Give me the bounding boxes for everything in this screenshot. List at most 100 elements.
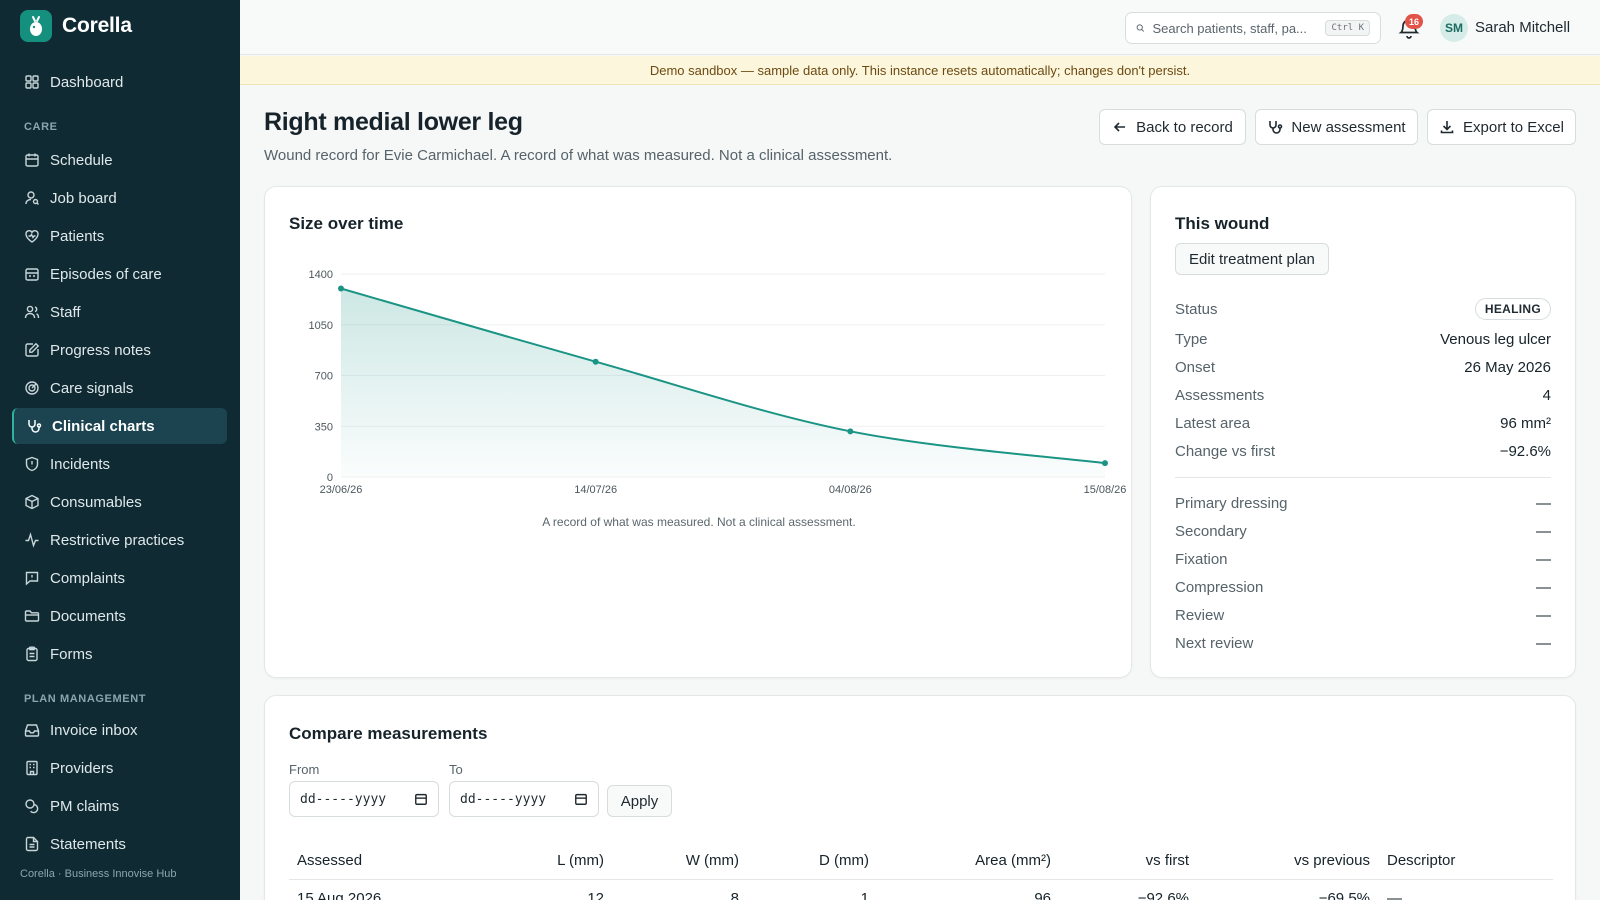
- detail-label: Compression: [1175, 578, 1264, 596]
- size-over-time-title: Size over time: [289, 214, 404, 233]
- sidebar-item-forms[interactable]: Forms: [12, 636, 227, 672]
- sidebar-item-job-board[interactable]: Job board: [12, 180, 227, 216]
- this-wound-card: This wound Edit treatment plan Status HE…: [1150, 186, 1576, 678]
- column-header-assessed[interactable]: Assessed: [297, 852, 363, 869]
- detail-value: Venous leg ulcer: [1440, 330, 1551, 348]
- sidebar-item-label: Schedule: [50, 151, 113, 169]
- sidebar-item-providers[interactable]: Providers: [12, 750, 227, 786]
- column-header-vs-first[interactable]: vs first: [1145, 852, 1189, 869]
- stethoscope-icon: [1269, 121, 1283, 134]
- detail-label: Next review: [1175, 634, 1254, 652]
- y-tick-label: 1400: [309, 269, 333, 281]
- detail-assessments: Assessments 4: [1175, 385, 1551, 405]
- sidebar-item-patients[interactable]: Patients: [12, 218, 227, 254]
- detail-value: —: [1536, 522, 1551, 540]
- sidebar-item-episodes-of-care[interactable]: Episodes of care: [12, 256, 227, 292]
- cell-vs-first: −92.6%: [1137, 890, 1189, 900]
- column-header-length[interactable]: L (mm): [557, 852, 604, 869]
- data-point[interactable]: [338, 285, 344, 292]
- page-subtitle: Wound record for Evie Carmichael. A reco…: [264, 147, 893, 164]
- sidebar-item-pm-claims[interactable]: PM claims: [12, 788, 227, 824]
- sidebar-item-label: Episodes of care: [50, 265, 162, 283]
- detail-label: Latest area: [1175, 414, 1251, 432]
- detail-value: —: [1536, 494, 1551, 512]
- sidebar-item-restrictive-practices[interactable]: Restrictive practices: [12, 522, 227, 558]
- sidebar-item-statements[interactable]: Statements: [12, 826, 227, 862]
- from-label: From: [289, 762, 320, 777]
- from-date-placeholder: dd-----yyyy: [300, 791, 387, 807]
- new-assessment-button[interactable]: New assessment: [1255, 109, 1418, 145]
- detail-label: Review: [1175, 606, 1225, 624]
- activity-icon: [25, 532, 39, 548]
- chart-caption: A record of what was measured. Not a cli…: [542, 515, 856, 529]
- inbox-icon: [24, 724, 40, 737]
- detail-value: —: [1536, 606, 1551, 624]
- sidebar-item-complaints[interactable]: Complaints: [12, 560, 227, 596]
- search-box[interactable]: Ctrl K: [1125, 12, 1381, 44]
- column-header-depth[interactable]: D (mm): [819, 852, 869, 869]
- size-area: [341, 288, 1105, 477]
- sidebar-item-clinical-charts[interactable]: Clinical charts: [12, 408, 227, 444]
- search-input[interactable]: [1152, 20, 1318, 36]
- sidebar-item-care-signals[interactable]: Care signals: [12, 370, 227, 406]
- x-tick-label: 15/08/26: [1084, 484, 1127, 496]
- detail-value: 96 mm²: [1500, 414, 1551, 432]
- detail-status: Status HEALING: [1175, 298, 1551, 320]
- data-point[interactable]: [1102, 460, 1108, 467]
- cell-descriptor: —: [1387, 890, 1402, 900]
- column-header-descriptor[interactable]: Descriptor: [1387, 852, 1456, 869]
- sidebar-item-staff[interactable]: Staff: [12, 294, 227, 330]
- users-icon: [24, 305, 40, 319]
- treatment-review: Review —: [1175, 605, 1551, 625]
- divider: [1175, 477, 1551, 478]
- column-header-width[interactable]: W (mm): [685, 852, 739, 869]
- heart-icon: [25, 230, 39, 243]
- to-date-placeholder: dd-----yyyy: [460, 791, 547, 807]
- brand[interactable]: Corella: [20, 10, 132, 42]
- nav-section-care: CARE: [24, 121, 58, 133]
- export-to-excel-button[interactable]: Export to Excel: [1427, 109, 1576, 145]
- detail-label: Change vs first: [1175, 442, 1276, 460]
- cell-assessed: 15 Aug 2026: [297, 890, 382, 900]
- x-tick-label: 04/08/26: [829, 484, 872, 496]
- sidebar-item-label: Providers: [50, 759, 114, 777]
- sidebar-item-invoice-inbox[interactable]: Invoice inbox: [12, 712, 227, 748]
- treatment-next-review: Next review —: [1175, 633, 1551, 653]
- cell-area: 96: [1034, 890, 1051, 900]
- search-shortcut: Ctrl K: [1325, 20, 1370, 36]
- avatar[interactable]: SM: [1440, 14, 1468, 42]
- corella-logo-icon: [20, 10, 52, 42]
- detail-label: Fixation: [1175, 550, 1228, 568]
- sidebar-item-label: Clinical charts: [52, 417, 155, 435]
- detail-change-vs-first: Change vs first −92.6%: [1175, 441, 1551, 461]
- shield-alert-icon: [25, 456, 39, 472]
- from-date-input[interactable]: dd-----yyyy: [289, 781, 439, 817]
- treatment-fixation: Fixation —: [1175, 549, 1551, 569]
- sidebar-item-dashboard[interactable]: Dashboard: [12, 64, 227, 100]
- calendar-icon: [575, 793, 587, 805]
- data-point[interactable]: [592, 358, 599, 365]
- message-alert-icon: [25, 571, 39, 586]
- column-header-vs-previous[interactable]: vs previous: [1294, 852, 1370, 869]
- user-name[interactable]: Sarah Mitchell: [1475, 19, 1571, 36]
- detail-value: −92.6%: [1499, 442, 1551, 460]
- sidebar-item-label: Care signals: [50, 379, 134, 397]
- apply-button[interactable]: Apply: [607, 785, 672, 817]
- sidebar-item-documents[interactable]: Documents: [12, 598, 227, 634]
- back-to-record-button[interactable]: Back to record: [1099, 109, 1246, 145]
- detail-label: Onset: [1175, 358, 1216, 376]
- column-header-area[interactable]: Area (mm²): [975, 852, 1051, 869]
- sidebar-item-consumables[interactable]: Consumables: [12, 484, 227, 520]
- treatment-secondary: Secondary —: [1175, 521, 1551, 541]
- sidebar-item-schedule[interactable]: Schedule: [12, 142, 227, 178]
- y-tick-label: 0: [327, 472, 333, 484]
- sidebar-item-incidents[interactable]: Incidents: [12, 446, 227, 482]
- detail-label: Status: [1175, 300, 1218, 318]
- to-date-input[interactable]: dd-----yyyy: [449, 781, 599, 817]
- data-point[interactable]: [847, 428, 854, 435]
- page-title: Right medial lower leg: [264, 108, 523, 136]
- edit-treatment-plan-button[interactable]: Edit treatment plan: [1175, 243, 1329, 275]
- arrow-left-icon: [1114, 122, 1126, 132]
- sidebar-item-progress-notes[interactable]: Progress notes: [12, 332, 227, 368]
- table-row[interactable]: 15 Aug 2026 12 8 1 96 −92.6% −69.5% —: [289, 880, 1553, 900]
